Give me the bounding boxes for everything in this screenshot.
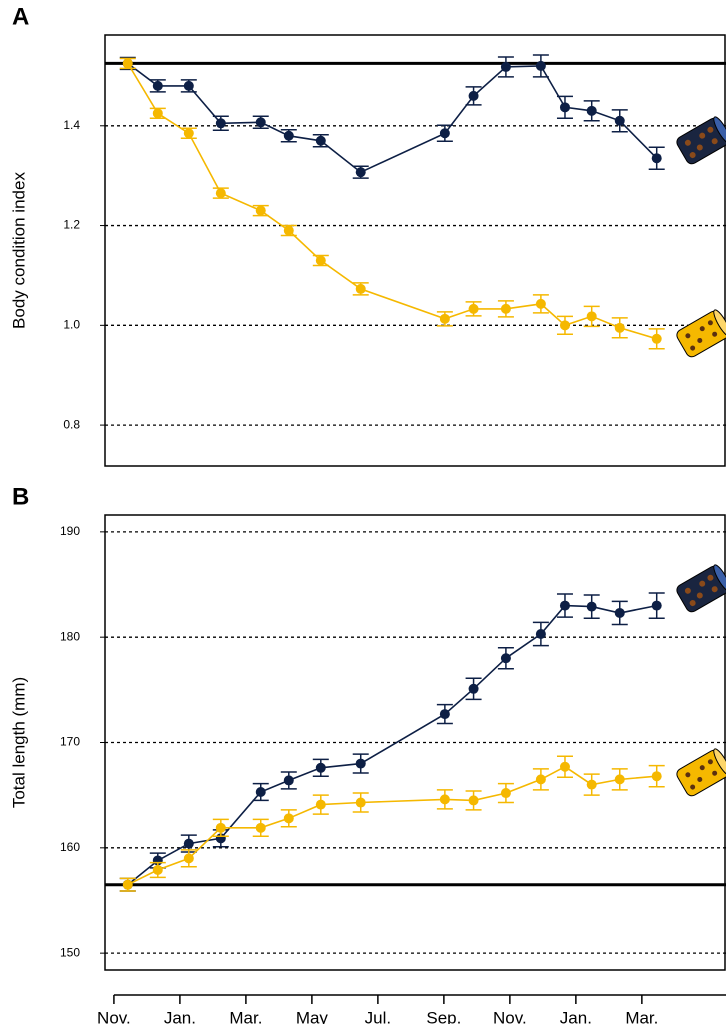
x-tick-label: Nov.	[493, 1008, 527, 1024]
y-tick-label: 180	[60, 629, 80, 643]
data-point	[283, 130, 294, 141]
data-point	[152, 864, 163, 875]
data-point	[614, 115, 625, 126]
data-point	[215, 188, 226, 199]
data-point	[439, 128, 450, 139]
y-tick-label: 0.8	[63, 417, 80, 431]
data-point	[355, 283, 366, 294]
data-point	[559, 761, 570, 772]
data-point	[614, 607, 625, 618]
data-point	[651, 333, 662, 344]
data-point	[183, 128, 194, 139]
y-tick-label: 160	[60, 840, 80, 854]
data-point	[586, 601, 597, 612]
y-tick-label: 1.2	[63, 218, 80, 232]
data-point	[183, 80, 194, 91]
data-point	[283, 225, 294, 236]
data-point	[283, 813, 294, 824]
x-tick-label: Jul.	[365, 1008, 391, 1024]
data-point	[559, 102, 570, 113]
data-point	[468, 683, 479, 694]
data-point	[439, 709, 450, 720]
panel-label: A	[12, 3, 29, 30]
data-point	[468, 303, 479, 314]
data-point	[215, 822, 226, 833]
data-point	[255, 205, 266, 216]
data-point	[586, 779, 597, 790]
data-point	[500, 653, 511, 664]
data-point	[535, 60, 546, 71]
data-point	[614, 774, 625, 785]
data-point	[315, 135, 326, 146]
series-line	[127, 604, 657, 886]
data-point	[355, 758, 366, 769]
data-point	[651, 771, 662, 782]
x-tick-label: Nov.	[97, 1008, 131, 1024]
data-point	[152, 80, 163, 91]
data-point	[122, 879, 133, 890]
series-line	[127, 765, 657, 886]
y-axis-label: Total length (mm)	[9, 677, 28, 808]
data-point	[586, 105, 597, 116]
data-point	[535, 298, 546, 309]
data-point	[535, 629, 546, 640]
data-point	[559, 600, 570, 611]
y-tick-label: 190	[60, 524, 80, 538]
plot-frame	[104, 514, 726, 971]
plot-frame	[104, 34, 726, 467]
y-tick-label: 150	[60, 945, 80, 959]
data-point	[559, 320, 570, 331]
y-tick-label: 1.0	[63, 317, 80, 331]
x-tick-label: Jan.	[560, 1008, 592, 1024]
data-point	[315, 762, 326, 773]
panel: A Body condition index 0.8 1.0 1.2 1.4	[9, 3, 726, 467]
data-point	[255, 787, 266, 798]
data-point	[614, 322, 625, 333]
x-tick-label: Sep.	[426, 1008, 461, 1024]
data-point	[152, 108, 163, 119]
x-tick-label: Jan.	[164, 1008, 196, 1024]
data-point	[355, 797, 366, 808]
data-point	[215, 118, 226, 129]
series-line	[127, 62, 657, 340]
data-point	[255, 822, 266, 833]
data-point	[586, 311, 597, 322]
x-tick-label: Mar.	[625, 1008, 658, 1024]
data-point	[439, 313, 450, 324]
data-point	[468, 795, 479, 806]
data-point	[651, 600, 662, 611]
data-point	[500, 303, 511, 314]
panel: B Total length (mm) 150 160 170 180 190 Nov. Jan…	[9, 483, 726, 1024]
data-point	[283, 775, 294, 786]
y-tick-label: 1.4	[63, 118, 80, 132]
data-point	[439, 794, 450, 805]
data-point	[468, 90, 479, 101]
x-tick-label: May	[296, 1008, 329, 1024]
data-point	[535, 774, 546, 785]
panel-label: B	[12, 483, 29, 510]
y-axis-label: Body condition index	[9, 172, 28, 329]
data-point	[183, 838, 194, 849]
data-point	[315, 255, 326, 266]
data-point	[315, 799, 326, 810]
data-point	[122, 58, 133, 69]
data-point	[651, 153, 662, 164]
data-point	[183, 853, 194, 864]
series-line	[127, 62, 658, 174]
data-point	[500, 788, 511, 799]
plots: A Body condition index 0.8 1.0 1.2 1.4 B Total …	[9, 3, 726, 1024]
x-tick-label: Mar.	[229, 1008, 262, 1024]
data-point	[500, 61, 511, 72]
jar-icon	[676, 116, 726, 797]
y-tick-label: 170	[60, 735, 80, 749]
data-point	[255, 117, 266, 128]
data-point	[355, 167, 366, 178]
